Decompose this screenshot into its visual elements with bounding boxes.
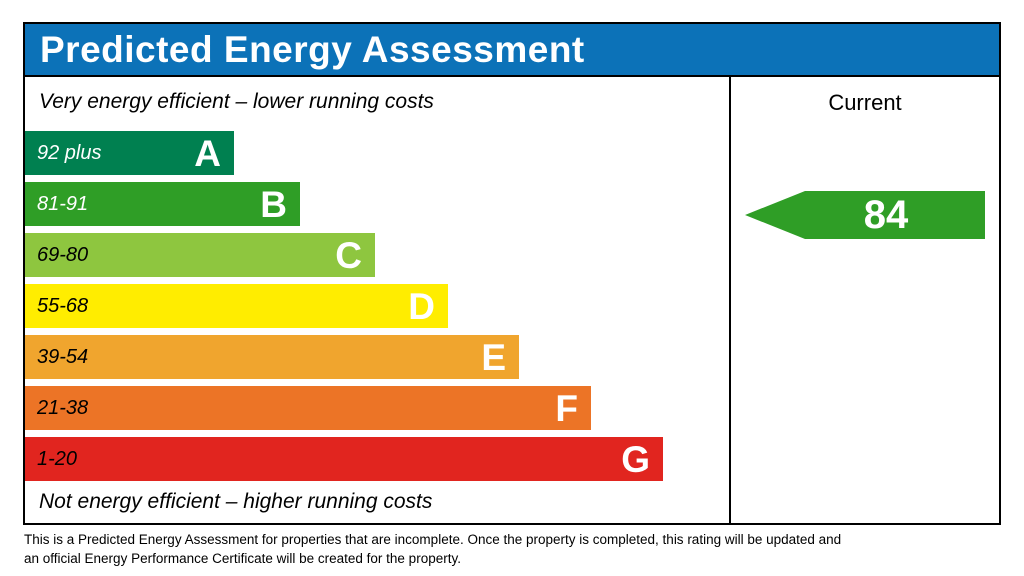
band-letter: D	[408, 285, 435, 327]
band-c: 69-80 C	[25, 233, 375, 277]
rating-bands: 92 plus A 81-91 B 69-80 C	[25, 131, 729, 488]
band-row: 69-80 C	[25, 233, 729, 277]
chart-title-bar: Predicted Energy Assessment	[25, 24, 999, 77]
band-range-label: 21-38	[37, 396, 89, 419]
band-e: 39-54 E	[25, 335, 519, 379]
band-letter: C	[335, 234, 362, 276]
band-a: 92 plus A	[25, 131, 234, 175]
band-b: 81-91 B	[25, 182, 300, 226]
band-range-label: 81-91	[37, 192, 89, 215]
current-rating-value: 84	[863, 193, 909, 237]
current-column-header: Current	[828, 90, 902, 115]
band-d: 55-68 D	[25, 284, 448, 328]
top-caption: Very energy efficient – lower running co…	[39, 90, 434, 113]
band-range-label: 1-20	[37, 447, 78, 470]
band-letter: B	[260, 183, 287, 225]
band-row: 39-54 E	[25, 335, 729, 379]
band-letter: F	[555, 387, 578, 429]
band-letter: E	[481, 336, 506, 378]
band-row: 1-20 G	[25, 437, 729, 481]
band-row: 55-68 D	[25, 284, 729, 328]
band-row: 92 plus A	[25, 131, 729, 175]
energy-assessment-certificate: Predicted Energy Assessment Very energy …	[23, 22, 1001, 525]
rating-scale-panel: Very energy efficient – lower running co…	[25, 77, 731, 523]
band-row: 81-91 B	[25, 182, 729, 226]
current-rating-column: Current 84	[731, 77, 999, 523]
band-range-label: 92 plus	[37, 141, 102, 164]
band-g: 1-20 G	[25, 437, 663, 481]
band-range-label: 39-54	[37, 345, 89, 368]
page-title: Predicted Energy Assessment	[40, 28, 585, 70]
bottom-caption: Not energy efficient – higher running co…	[39, 490, 433, 513]
band-range-label: 69-80	[37, 243, 89, 266]
band-letter: G	[621, 438, 650, 480]
band-range-label: 55-68	[37, 294, 89, 317]
band-f: 21-38 F	[25, 386, 591, 430]
current-rating-arrow: 84	[745, 191, 985, 239]
certificate-body: Very energy efficient – lower running co…	[25, 77, 999, 523]
footer-note: This is a Predicted Energy Assessment fo…	[24, 532, 842, 566]
band-letter: A	[194, 132, 221, 174]
band-row: 21-38 F	[25, 386, 729, 430]
